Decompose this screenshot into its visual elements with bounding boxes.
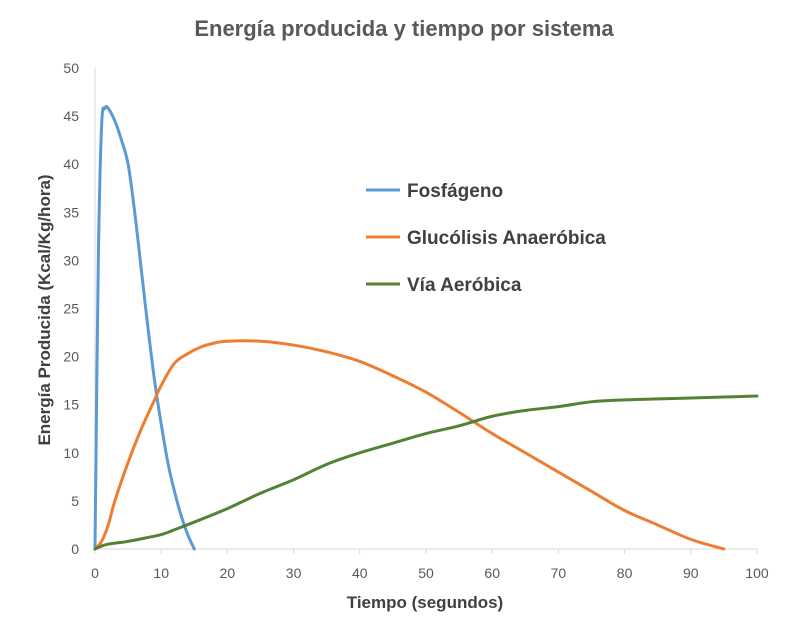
legend-label-3: Vía Aeróbica: [407, 275, 522, 296]
axes: 0 5 10 15 20 25 30 35 40 45 50 0 10 20 30 40 50 60 70 80 90 1…: [63, 60, 768, 581]
y-tick-label: 0: [71, 541, 79, 557]
y-tick-label: 15: [63, 397, 79, 413]
y-axis-title: Energía Producida (Kcal/Kg/hora): [35, 174, 54, 445]
x-tick-label: 40: [352, 565, 368, 581]
y-tick-label: 35: [63, 204, 79, 220]
x-tick-label: 20: [220, 565, 236, 581]
y-tick-label: 45: [63, 108, 79, 124]
x-tick-label: 100: [745, 565, 769, 581]
legend-label-1: Fosfágeno: [407, 181, 503, 202]
x-tick-label: 50: [418, 565, 434, 581]
y-tick-label: 10: [63, 445, 79, 461]
x-tick-label: 90: [683, 565, 699, 581]
y-tick-label: 5: [71, 493, 79, 509]
x-tick-label: 0: [91, 565, 99, 581]
y-tick-label: 25: [63, 301, 79, 317]
x-tick-label: 10: [153, 565, 169, 581]
y-tick-label: 40: [63, 156, 79, 172]
x-tick-label: 30: [286, 565, 302, 581]
y-tick-label: 50: [63, 60, 79, 76]
x-axis-title: Tiempo (segundos): [347, 593, 503, 612]
legend-label-2: Glucólisis Anaeróbica: [407, 228, 606, 249]
series-line-1: [93, 104, 196, 551]
x-tick-label: 60: [484, 565, 500, 581]
x-tick-label: 70: [551, 565, 567, 581]
series-line-3: [93, 394, 759, 551]
legend: Fosfágeno Glucólisis Anaeróbica Vía Aeróbi…: [366, 181, 606, 296]
x-tick-label: 80: [617, 565, 633, 581]
y-tick-label: 30: [63, 252, 79, 268]
chart-title: Energía producida y tiempo por sistema: [194, 16, 614, 41]
y-tick-label: 20: [63, 349, 79, 365]
series-line-2: [93, 339, 726, 551]
series-layer: [93, 104, 759, 551]
